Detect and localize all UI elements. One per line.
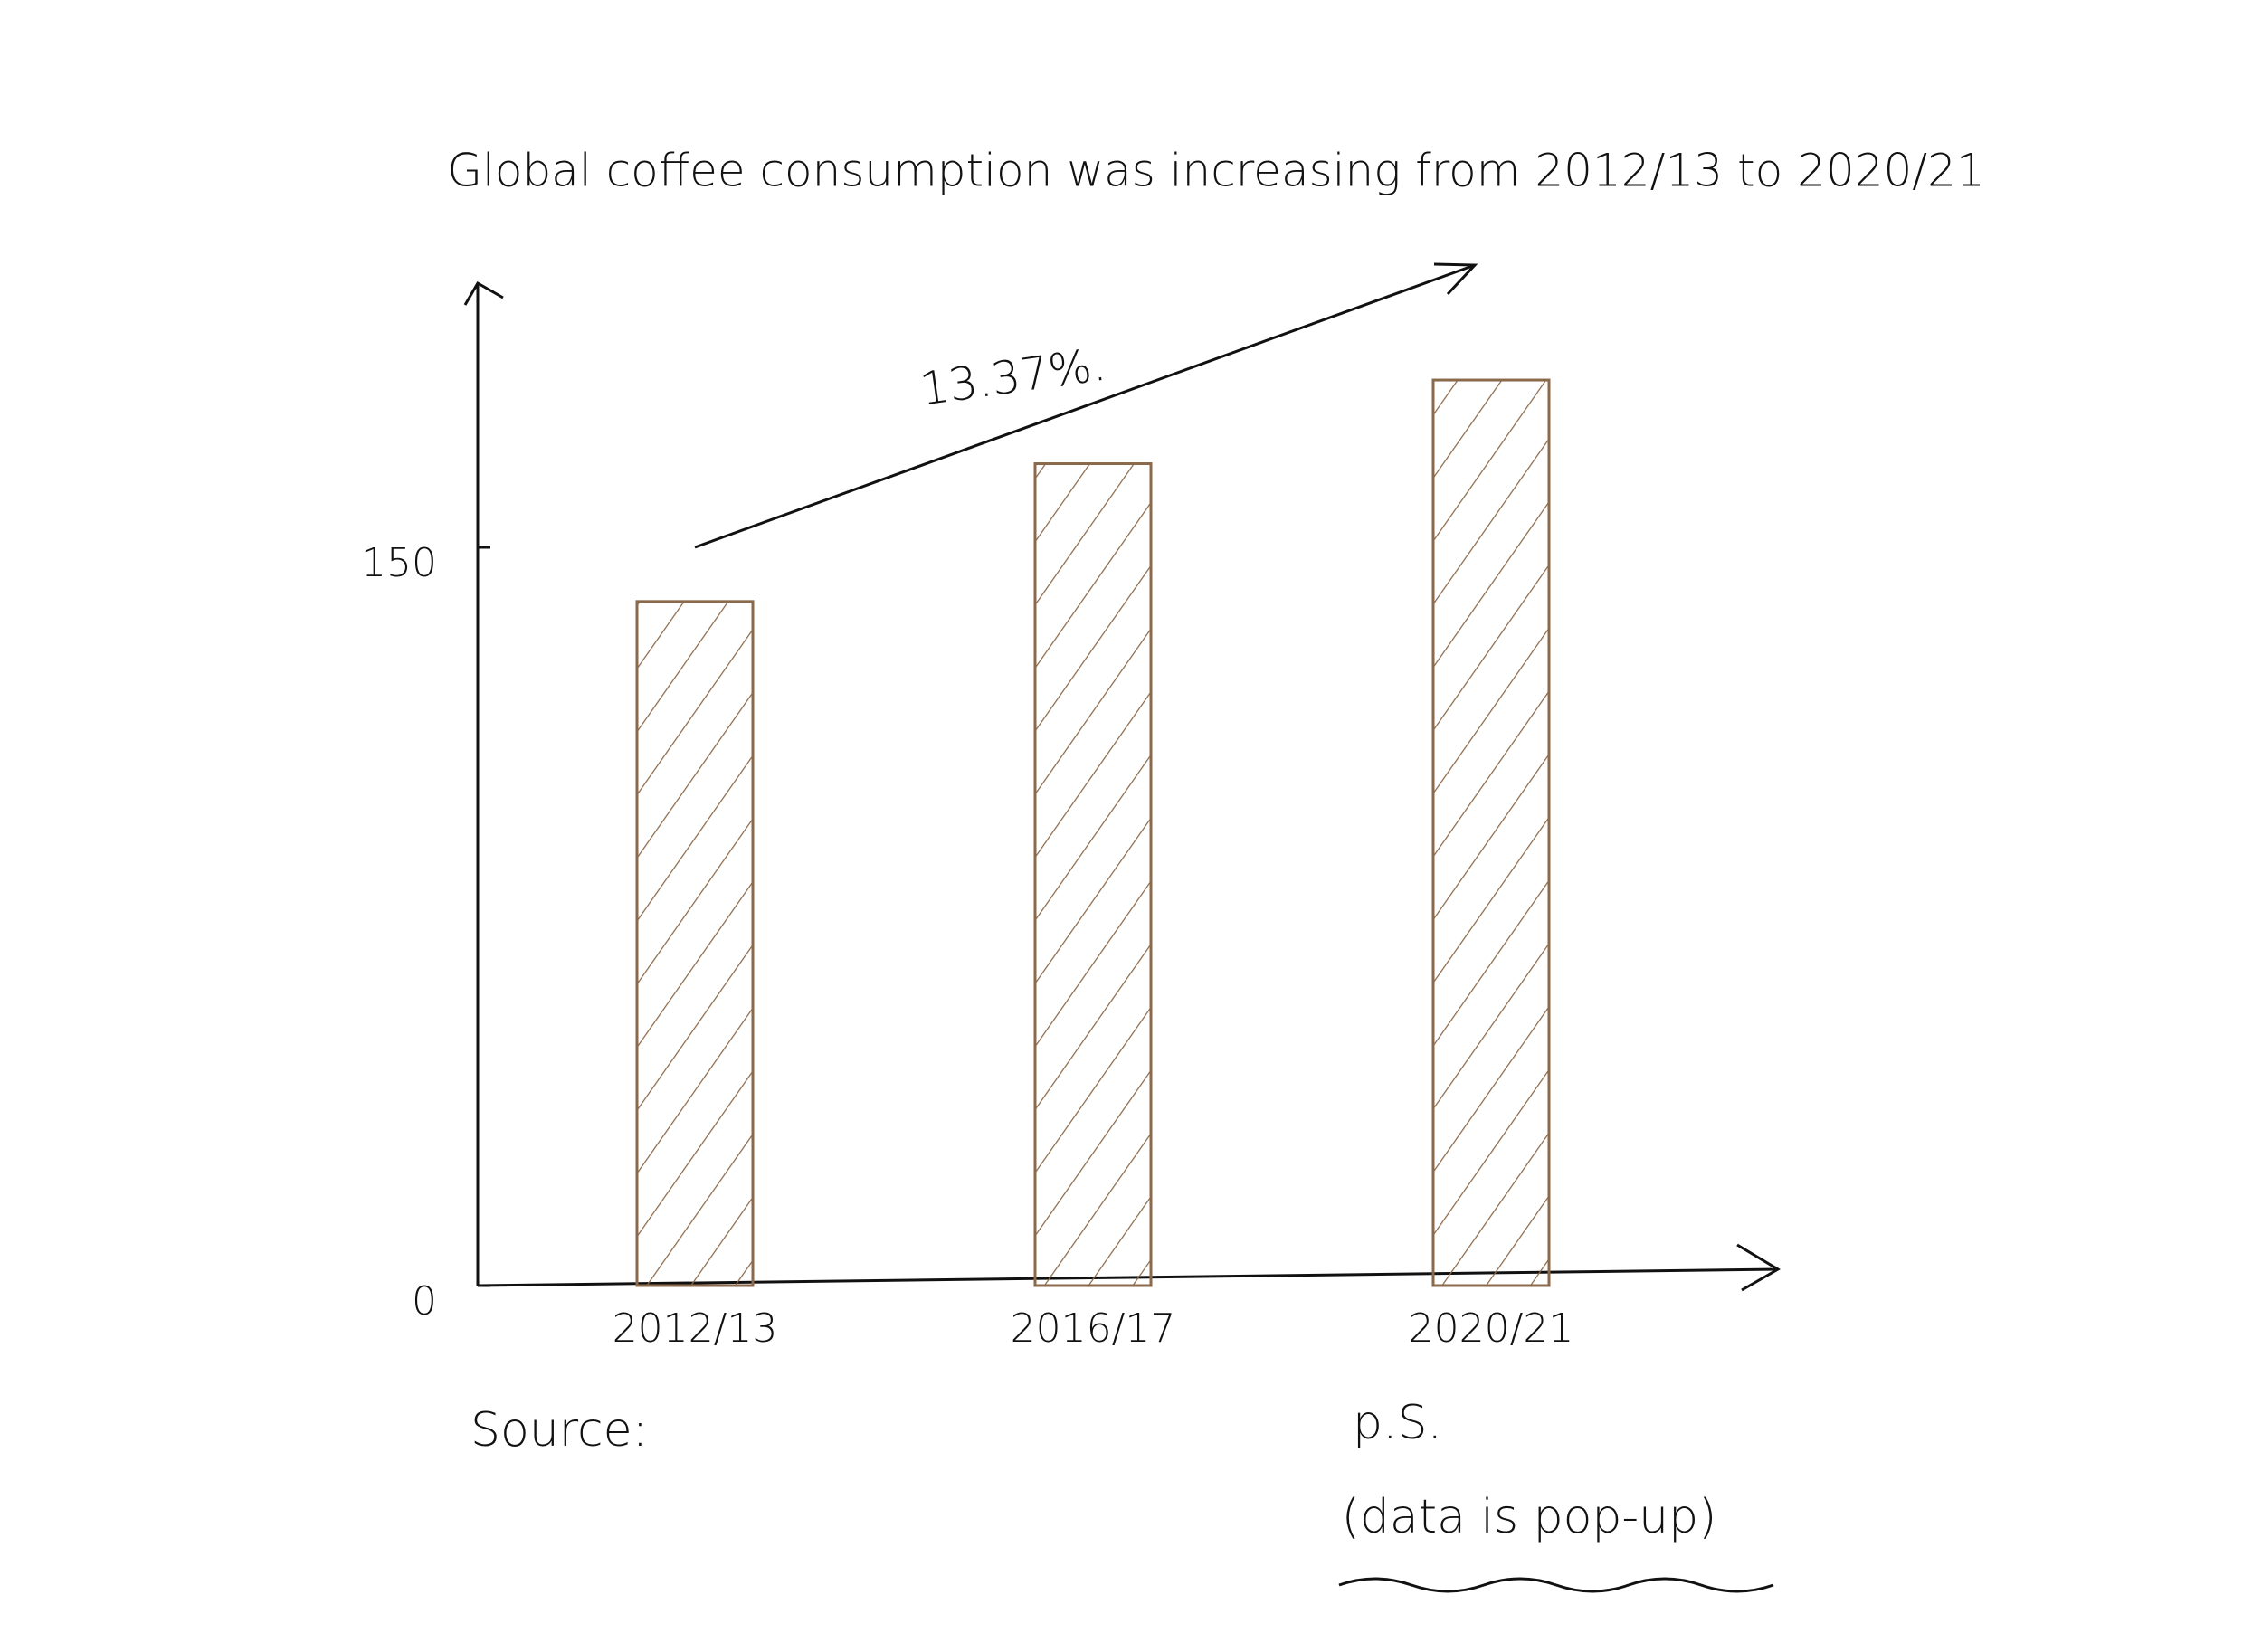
chart-title: Global coffee consumption was increasing… bbox=[447, 145, 1985, 197]
x-axis-arrow bbox=[1736, 1243, 1781, 1292]
source-label: Source: bbox=[470, 1403, 648, 1457]
note-underline bbox=[1338, 1577, 1774, 1593]
x-tick-label: 2016/17 bbox=[1011, 1305, 1176, 1352]
bar bbox=[1431, 378, 1551, 1287]
annotation: 13.37%. bbox=[917, 337, 1109, 415]
trend-arrow-head bbox=[1433, 262, 1478, 296]
x-tick-label: 2020/21 bbox=[1409, 1305, 1574, 1352]
bar bbox=[635, 600, 755, 1287]
y-axis-arrow bbox=[463, 280, 504, 306]
y-tick-label: 0 bbox=[412, 1278, 437, 1324]
x-tick-label: 2012/13 bbox=[613, 1305, 778, 1352]
note-text: (data is pop-up) bbox=[1342, 1490, 1717, 1544]
y-tick-label: 150 bbox=[361, 540, 437, 586]
bar bbox=[1033, 462, 1153, 1287]
note-label: p.S. bbox=[1353, 1396, 1442, 1450]
trend-arrow bbox=[694, 263, 1476, 549]
